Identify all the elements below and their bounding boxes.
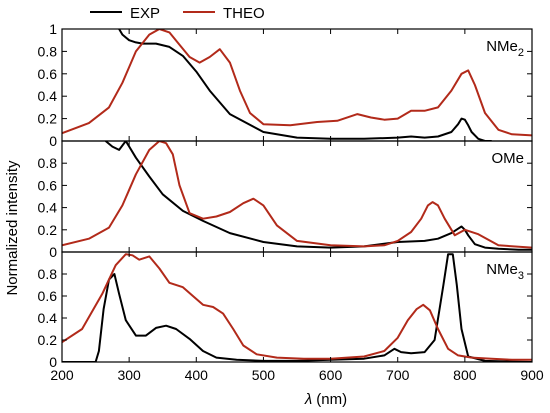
legend-theo-label: THEO [223,5,265,22]
y-tick-label: 0.4 [38,310,58,326]
series-theo-line-panel-3 [62,253,532,361]
series-exp-line-panel-3 [62,253,532,362]
panel-label: OMe [491,150,524,167]
y-tick-label: 0.8 [38,43,58,59]
legend: EXP THEO [90,5,265,22]
panel-1: 0 0.2 0.4 0.6 0.8 1 NMe2 [38,21,533,149]
y-tick-label: 1 [49,21,57,37]
x-tick-label: 600 [319,367,343,383]
panel-label: NMe3 [486,261,524,282]
y-tick-label: 0.8 [38,266,58,282]
panel-3: 0 0.2 0.4 0.6 0.8 NMe3 [38,251,533,370]
x-tick-label: 500 [252,367,276,383]
y-tick-label: 0.4 [38,88,58,104]
x-tick-label: 900 [520,367,544,383]
panel-frame [61,251,533,363]
y-tick-label: 0.2 [38,111,58,127]
x-tick-label: 700 [386,367,410,383]
x-ticks: 200 300 400 500 600 700 800 900 [50,367,544,383]
x-tick-label: 200 [50,367,74,383]
y-tick-label: 0.6 [38,66,58,82]
panel-frame [61,140,533,253]
y-tick-label: 0.6 [38,177,58,193]
y-tick-label: 0.4 [38,200,58,216]
legend-exp-label: EXP [130,5,160,22]
y-tick-label: 0.6 [38,288,58,304]
y-tick-label: 0 [49,133,57,149]
y-tick-label: 0.2 [38,332,58,348]
series-exp-line-panel-2 [104,141,532,251]
x-axis-unit: (nm) [316,391,347,408]
y-tick-label: 0.8 [38,155,58,171]
y-axis-label: Normalized intensity [4,160,21,296]
panels: 0 0.2 0.4 0.6 0.8 1 NMe2 0 0.2 0.4 0.6 0.8 OMe 0 0.2 0.… [38,21,533,370]
y-tick-label: 0 [49,244,57,260]
x-axis-symbol: λ [304,391,312,408]
y-tick-label: 0.2 [38,222,58,238]
x-tick-label: 400 [185,367,209,383]
series-theo-line-panel-1 [62,29,532,137]
y-tick-label: 0 [49,354,57,370]
x-tick-label: 800 [453,367,477,383]
panel-label: NMe2 [486,38,524,59]
x-tick-label: 300 [117,367,141,383]
x-axis-label: λ (nm) [304,391,347,408]
series-theo-line-panel-2 [62,141,532,249]
panel-2: 0 0.2 0.4 0.6 0.8 OMe [38,140,533,260]
